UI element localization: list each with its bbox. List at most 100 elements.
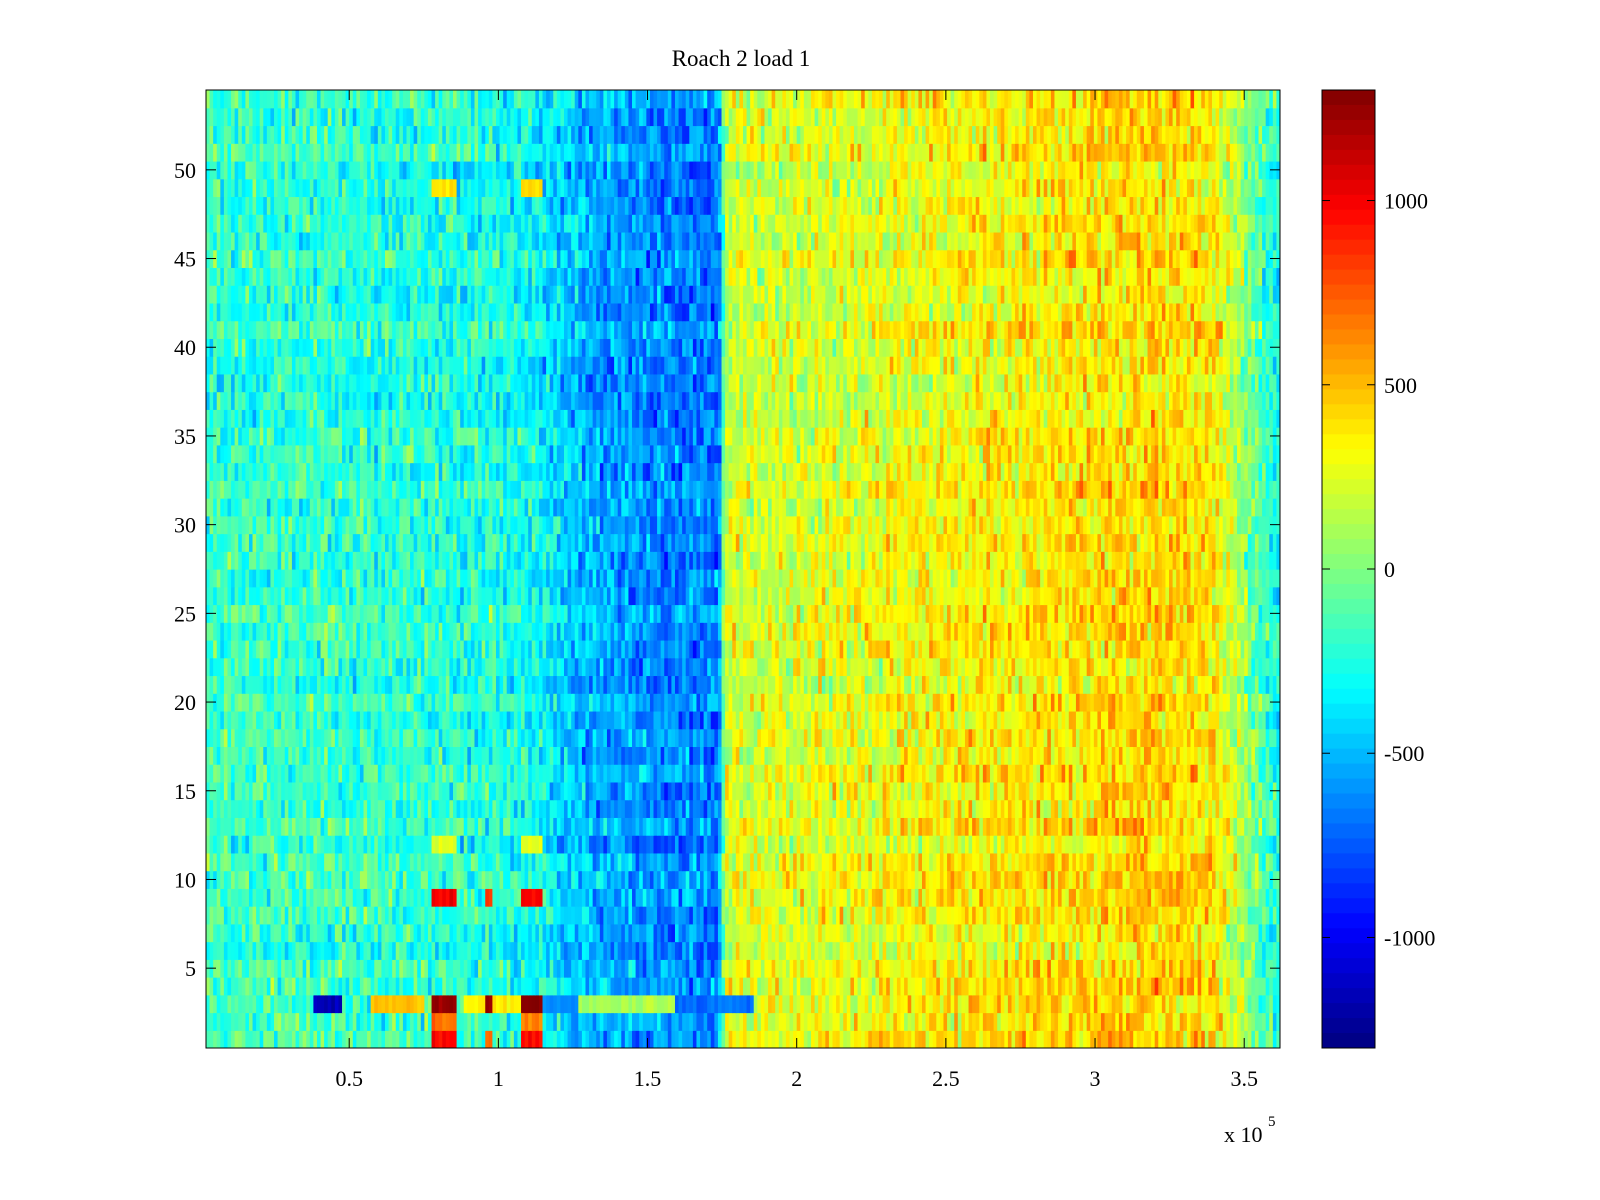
- heatmap-cell: [442, 764, 447, 783]
- heatmap-cell: [814, 977, 819, 996]
- heatmap-cell: [957, 835, 962, 854]
- heatmap-cell: [904, 870, 909, 889]
- heatmap-cell: [660, 870, 665, 889]
- heatmap-cell: [316, 941, 322, 960]
- heatmap-cell: [775, 977, 780, 996]
- heatmap-cell: [359, 852, 365, 872]
- heatmap-cell: [997, 906, 1002, 925]
- heatmap-cell: [624, 888, 630, 907]
- heatmap-cell: [828, 852, 834, 872]
- heatmap-cell: [1068, 923, 1073, 943]
- heatmap-cell: [578, 994, 583, 1014]
- heatmap-cell: [291, 835, 297, 854]
- heatmap-cell: [531, 941, 536, 960]
- heatmap-cell: [789, 835, 794, 854]
- heatmap-cell: [825, 1012, 830, 1031]
- heatmap-cell: [284, 764, 289, 783]
- heatmap-cell: [703, 1012, 708, 1031]
- heatmap-cell: [814, 817, 819, 836]
- heatmap-cell: [359, 888, 365, 907]
- heatmap-cell: [495, 888, 501, 907]
- heatmap-cell: [1176, 835, 1181, 854]
- heatmap-cell: [263, 781, 268, 801]
- heatmap-cell: [402, 835, 408, 854]
- heatmap-cell: [796, 781, 801, 801]
- heatmap-cell: [463, 764, 468, 783]
- heatmap-cell: [574, 781, 579, 801]
- heatmap-cell: [1093, 764, 1099, 783]
- heatmap-cell: [1075, 977, 1081, 996]
- heatmap-cell: [1208, 906, 1213, 925]
- heatmap-cell: [735, 746, 741, 765]
- heatmap-cell: [499, 888, 504, 907]
- heatmap-cell: [1240, 941, 1245, 960]
- heatmap-cell: [893, 977, 898, 996]
- heatmap-cell: [1025, 817, 1030, 836]
- heatmap-cell: [1244, 977, 1249, 996]
- heatmap-cell: [460, 977, 465, 996]
- heatmap-cell: [700, 959, 705, 978]
- heatmap-cell: [1194, 781, 1199, 801]
- heatmap-cell: [753, 817, 758, 836]
- heatmap-cell: [553, 977, 558, 996]
- heatmap-cell: [1251, 888, 1256, 907]
- heatmap-cell: [263, 923, 268, 943]
- heatmap-cell: [1022, 906, 1027, 925]
- heatmap-cell: [936, 870, 941, 889]
- heatmap-cell: [549, 1030, 554, 1048]
- heatmap-cell: [288, 888, 293, 907]
- heatmap-cell: [1154, 888, 1159, 907]
- heatmap-cell: [1007, 835, 1013, 854]
- heatmap-cell: [302, 1030, 307, 1048]
- heatmap-cell: [259, 906, 264, 925]
- heatmap-cell: [1079, 781, 1084, 801]
- heatmap-cell: [535, 977, 540, 996]
- heatmap-cell: [1086, 764, 1091, 783]
- heatmap-cell: [807, 781, 812, 801]
- heatmap-cell: [682, 764, 687, 783]
- heatmap-cell: [1237, 994, 1242, 1014]
- heatmap-cell: [871, 977, 877, 996]
- heatmap-cell: [968, 799, 973, 818]
- heatmap-cell: [1161, 941, 1167, 960]
- heatmap-cell: [345, 781, 350, 801]
- heatmap-cell: [646, 994, 651, 1014]
- heatmap-cell: [703, 764, 708, 783]
- heatmap-cell: [997, 923, 1002, 943]
- heatmap-cell: [299, 764, 304, 783]
- heatmap-cell: [739, 923, 744, 943]
- heatmap-cell: [270, 977, 275, 996]
- heatmap-cell: [1190, 923, 1195, 943]
- heatmap-cell: [352, 870, 357, 889]
- heatmap-cell: [685, 746, 690, 765]
- heatmap-cell: [359, 870, 365, 889]
- heatmap-cell: [395, 781, 400, 801]
- heatmap-cell: [993, 888, 998, 907]
- heatmap-cell: [635, 941, 640, 960]
- heatmap-cell: [1161, 817, 1167, 836]
- heatmap-cell: [1254, 959, 1260, 978]
- heatmap-cell: [1147, 888, 1152, 907]
- heatmap-cell: [248, 906, 254, 925]
- heatmap-cell: [868, 852, 873, 872]
- heatmap-cell: [972, 906, 977, 925]
- heatmap-cell: [1254, 923, 1260, 943]
- heatmap-cell: [857, 781, 862, 801]
- heatmap-cell: [1050, 799, 1056, 818]
- heatmap-cell: [606, 870, 612, 889]
- heatmap-cell: [936, 977, 941, 996]
- heatmap-cell: [667, 817, 672, 836]
- heatmap-cell: [778, 799, 783, 818]
- heatmap-cell: [1043, 977, 1048, 996]
- heatmap-cell: [861, 1030, 866, 1048]
- heatmap-cell: [592, 781, 597, 801]
- heatmap-cell: [1215, 1012, 1220, 1031]
- heatmap-cell: [875, 781, 880, 801]
- heatmap-cell: [517, 959, 522, 978]
- heatmap-cell: [839, 799, 844, 818]
- heatmap-cell: [839, 764, 844, 783]
- heatmap-cell: [1058, 1030, 1063, 1048]
- heatmap-cell: [327, 817, 332, 836]
- heatmap-cell: [789, 817, 794, 836]
- heatmap-cell: [635, 888, 640, 907]
